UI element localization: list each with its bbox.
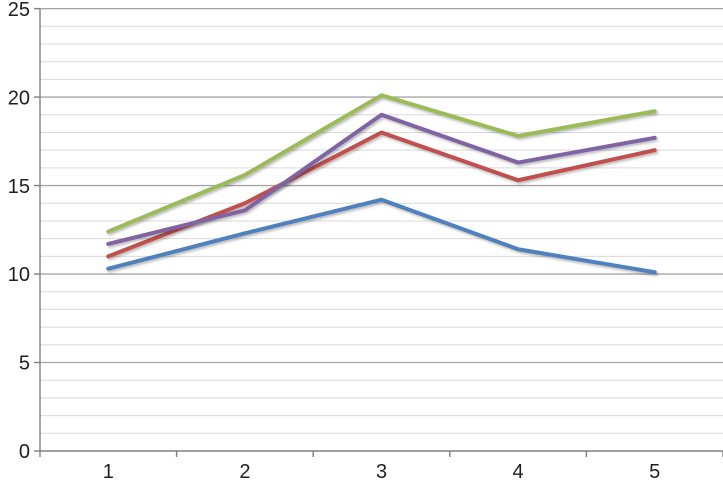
y-axis-label: 10 (8, 264, 30, 286)
x-axis-label: 3 (376, 461, 387, 483)
series-lines (106, 93, 657, 275)
y-axis-labels: 0 5 10 15 20 25 (8, 0, 40, 463)
x-axis-labels: 1 2 3 4 5 (103, 461, 661, 483)
y-axis-label: 5 (19, 353, 30, 375)
x-axis-label: 1 (103, 461, 114, 483)
y-axis-label: 25 (8, 0, 30, 21)
x-axis-ticks (39, 451, 723, 457)
series-line-blue (106, 197, 657, 275)
gridlines (40, 7, 723, 434)
y-axis-label: 20 (8, 87, 30, 109)
series-line-purple (106, 112, 657, 246)
y-axis-label: 0 (19, 441, 30, 463)
axes (39, 8, 723, 452)
x-axis-label: 5 (649, 461, 660, 483)
y-axis-label: 15 (8, 176, 30, 198)
series-line-green (106, 93, 657, 234)
x-axis-label: 4 (513, 461, 524, 483)
x-axis-label: 2 (239, 461, 250, 483)
